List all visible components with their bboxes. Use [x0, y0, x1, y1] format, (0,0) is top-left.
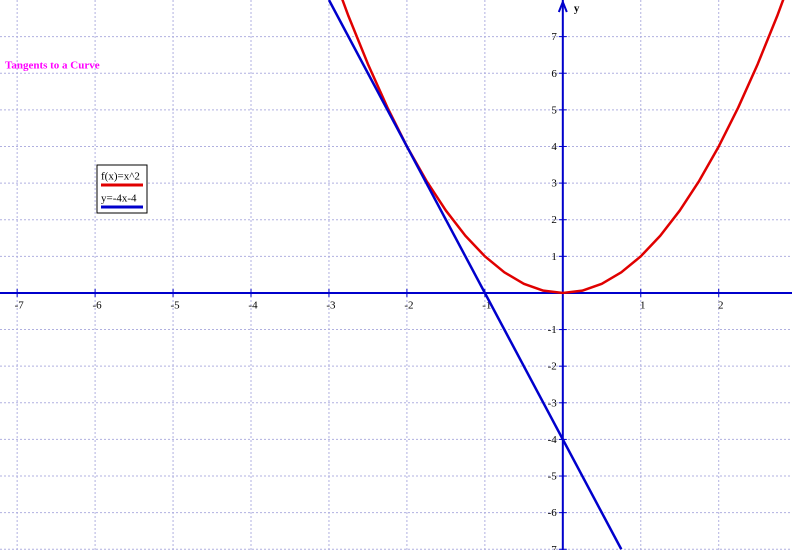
chart-title: Tangents to a Curve [5, 60, 100, 72]
y-tick-label: 1 [551, 251, 557, 263]
legend-label: y=-4x-4 [101, 193, 137, 205]
y-tick-label: 5 [551, 104, 557, 116]
y-tick-label: 2 [551, 214, 557, 226]
x-tick-label: -2 [404, 299, 413, 311]
y-tick-label: -7 [548, 544, 558, 550]
x-tick-label: -4 [248, 299, 258, 311]
x-tick-label: 1 [640, 299, 646, 311]
y-tick-label: 6 [551, 68, 557, 80]
x-tick-label: -5 [170, 299, 180, 311]
x-tick-label: 2 [718, 299, 724, 311]
y-tick-label: -6 [548, 507, 558, 519]
legend-label: f(x)=x^2 [101, 171, 140, 183]
y-tick-label: 7 [551, 31, 557, 43]
plot-area [327, 0, 785, 550]
x-tick-label: -7 [15, 299, 25, 311]
y-axis-label: y [574, 3, 580, 15]
y-tick-label: 3 [551, 178, 557, 190]
legend-box [96, 164, 148, 214]
x-tick-label: -1 [482, 299, 491, 311]
y-tick-label: -3 [548, 397, 558, 409]
x-tick-label: -3 [326, 299, 336, 311]
y-tick-label: -1 [548, 324, 557, 336]
y-tick-label: -4 [548, 434, 558, 446]
x-tick-label: -6 [93, 299, 103, 311]
curve [327, 0, 623, 550]
y-tick-label: -2 [548, 361, 557, 373]
y-axis-arrow [557, 0, 568, 13]
y-tick-label: -5 [548, 471, 558, 483]
y-tick-label: 4 [551, 141, 557, 153]
